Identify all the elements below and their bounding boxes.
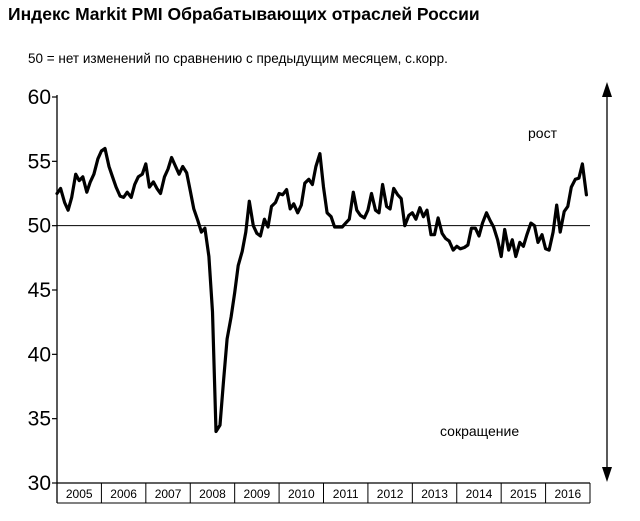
- direction-arrow: [602, 82, 612, 482]
- x-tick-label: 2013: [421, 487, 448, 501]
- series-line-pmi: [55, 146, 589, 434]
- y-tick-label: 60: [28, 86, 51, 109]
- x-tick-label: 2015: [510, 487, 537, 501]
- x-tick-label: 2006: [110, 487, 137, 501]
- arrow-head-up: [602, 82, 612, 97]
- annotation-contraction: сокращение: [440, 423, 519, 439]
- y-tick-label: 30: [28, 472, 51, 495]
- x-tick-label: 2011: [333, 487, 359, 501]
- x-tick-label: 2009: [244, 487, 271, 501]
- x-tick-label: 2012: [377, 487, 404, 501]
- y-tick-label: 45: [28, 279, 51, 302]
- plot-area: [56, 95, 590, 503]
- chart-subtitle: 50 = нет изменений по сравнению с предыд…: [28, 51, 448, 66]
- y-axis: 30 35 40 45 50 55 60: [28, 86, 57, 495]
- x-tick-label: 2008: [199, 487, 226, 501]
- y-tick-label: 40: [28, 343, 51, 366]
- y-tick-label: 35: [28, 408, 51, 431]
- x-tick-label: 2014: [466, 487, 493, 501]
- x-axis: 2005 2006 2007 2008 2009 2010 2011 2012 2013 2014…: [56, 483, 591, 504]
- x-tick-label: 2007: [155, 487, 182, 501]
- arrow-head-down: [602, 467, 612, 482]
- x-tick-label: 2016: [554, 487, 581, 501]
- x-tick-label: 2010: [288, 487, 315, 501]
- chart-title: Индекс Markit PMI Обрабатывающих отрасле…: [8, 4, 480, 24]
- x-tick-label: 2005: [66, 487, 93, 501]
- y-tick-label: 50: [28, 215, 51, 238]
- y-tick-label: 55: [28, 150, 51, 173]
- series-layer: [55, 146, 589, 434]
- annotation-growth: рост: [528, 125, 558, 141]
